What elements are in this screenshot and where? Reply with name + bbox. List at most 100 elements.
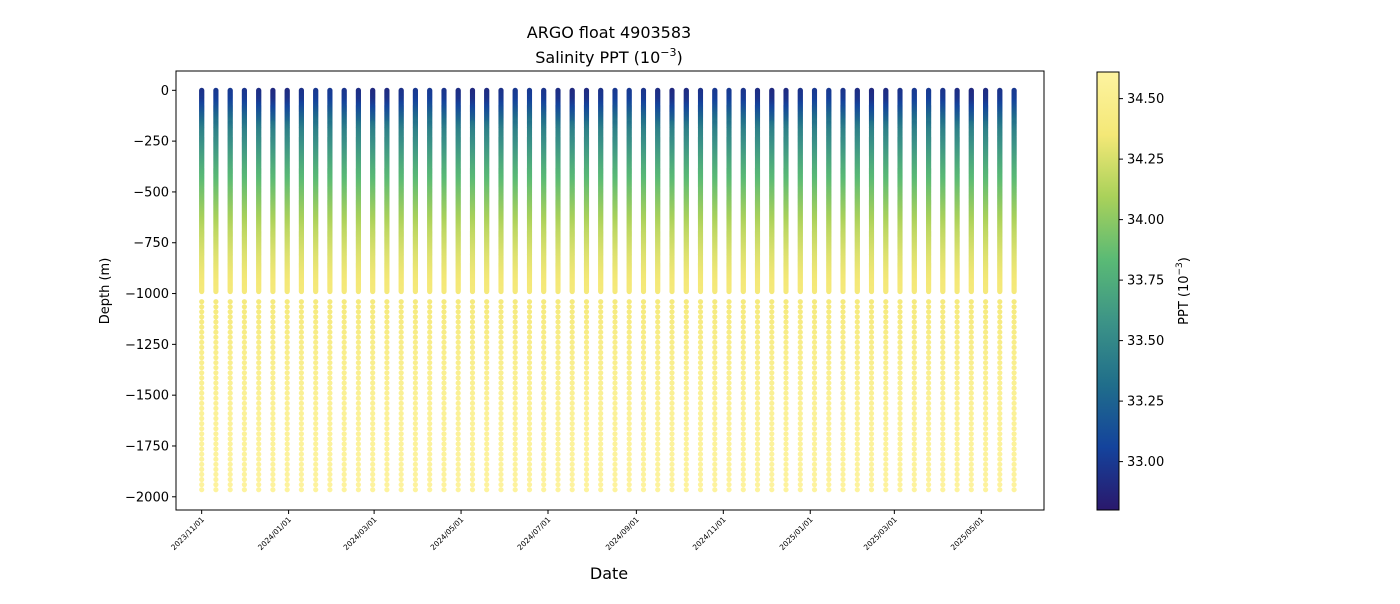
data-point <box>284 329 290 335</box>
data-point <box>412 349 418 356</box>
data-point <box>256 476 262 483</box>
data-point <box>270 451 276 457</box>
data-point <box>398 370 404 376</box>
data-point <box>484 370 490 376</box>
data-point <box>270 456 276 462</box>
data-point <box>455 365 461 371</box>
data-point <box>256 385 262 391</box>
data-point <box>355 355 361 361</box>
data-point <box>441 329 447 335</box>
data-point <box>241 421 247 427</box>
data-point <box>213 375 219 381</box>
data-point <box>370 314 376 320</box>
data-point <box>427 324 433 330</box>
data-point <box>398 365 404 371</box>
data-point <box>441 466 447 472</box>
data-point <box>213 405 219 411</box>
data-point <box>427 355 433 361</box>
data-point <box>284 415 290 422</box>
data-point <box>469 461 476 467</box>
data-point <box>270 375 276 381</box>
data-point <box>484 344 490 350</box>
data-point <box>256 309 262 315</box>
data-point <box>455 390 461 396</box>
data-point <box>412 400 418 406</box>
data-point <box>227 309 233 315</box>
data-point <box>284 334 290 340</box>
data-point <box>241 385 247 391</box>
data-point <box>427 299 433 305</box>
data-point <box>327 288 333 295</box>
data-point <box>484 451 490 457</box>
data-point <box>455 395 461 401</box>
data-point <box>355 431 361 437</box>
data-point <box>412 476 418 483</box>
data-point <box>241 299 247 305</box>
data-point <box>384 329 390 335</box>
data-point <box>384 426 390 432</box>
data-point <box>355 309 361 315</box>
data-point <box>441 390 447 396</box>
data-point <box>256 410 262 417</box>
data-point <box>298 405 304 411</box>
data-point <box>455 288 461 295</box>
data-point <box>199 415 205 422</box>
data-point <box>441 319 447 325</box>
data-point <box>313 370 319 376</box>
data-point <box>241 487 247 493</box>
data-point <box>398 309 404 315</box>
data-point <box>256 344 262 350</box>
data-point <box>427 288 433 295</box>
data-point <box>270 390 276 396</box>
data-point <box>370 385 376 391</box>
profile-2023-11-21 <box>227 87 233 493</box>
data-point <box>327 375 333 381</box>
data-point <box>355 385 361 391</box>
data-point <box>256 324 262 330</box>
data-point <box>327 451 333 457</box>
data-point <box>298 355 304 361</box>
data-point <box>199 304 205 310</box>
data-point <box>270 309 276 315</box>
data-point <box>327 426 333 432</box>
data-point <box>427 385 433 391</box>
data-point <box>256 471 262 477</box>
data-point <box>313 299 319 305</box>
data-point <box>241 400 247 406</box>
data-point <box>370 431 376 437</box>
data-point <box>469 385 476 391</box>
data-point <box>256 400 262 406</box>
data-point <box>241 431 247 437</box>
data-point <box>213 288 219 295</box>
data-point <box>341 334 347 340</box>
data-point <box>213 471 219 477</box>
data-point <box>484 349 490 356</box>
data-point <box>484 385 490 391</box>
data-point <box>341 410 347 417</box>
data-point <box>427 380 433 386</box>
data-point <box>441 482 447 488</box>
data-point <box>313 446 319 452</box>
data-point <box>298 410 304 417</box>
data-point <box>469 405 476 411</box>
data-point <box>199 466 205 472</box>
data-point <box>484 421 490 427</box>
data-point <box>298 365 304 371</box>
data-point <box>455 451 461 457</box>
data-point <box>412 482 418 488</box>
data-point <box>284 436 290 442</box>
data-point <box>227 349 233 356</box>
data-point <box>455 314 461 320</box>
data-point <box>270 476 276 483</box>
data-point <box>412 365 418 371</box>
data-point <box>441 304 447 310</box>
data-point <box>284 431 290 437</box>
data-point <box>412 487 418 493</box>
data-point <box>270 334 276 340</box>
data-point <box>455 385 461 391</box>
data-point <box>398 415 404 422</box>
data-point <box>327 421 333 427</box>
data-point <box>227 476 233 483</box>
data-point <box>427 329 433 335</box>
